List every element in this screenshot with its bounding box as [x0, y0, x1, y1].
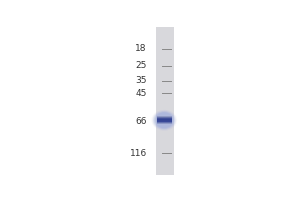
Bar	[156, 27, 173, 175]
Bar	[157, 118, 172, 119]
Ellipse shape	[155, 112, 173, 128]
Ellipse shape	[155, 112, 174, 128]
Text: 116: 116	[130, 149, 147, 158]
Bar	[157, 120, 172, 121]
Bar	[157, 117, 172, 118]
Bar	[157, 118, 172, 119]
Bar	[157, 119, 172, 120]
Text: 45: 45	[135, 89, 147, 98]
Bar	[157, 116, 172, 117]
Text: 66: 66	[135, 117, 147, 126]
Bar	[157, 122, 172, 123]
Bar	[157, 116, 172, 117]
Ellipse shape	[153, 111, 175, 129]
Text: 18: 18	[135, 44, 147, 53]
Bar	[157, 121, 172, 122]
Ellipse shape	[155, 112, 173, 128]
Ellipse shape	[154, 112, 175, 129]
Ellipse shape	[154, 112, 174, 128]
Ellipse shape	[154, 112, 174, 129]
Bar	[157, 121, 172, 122]
Ellipse shape	[153, 111, 175, 129]
Bar	[157, 123, 172, 124]
Text: 35: 35	[135, 76, 147, 85]
Bar	[157, 123, 172, 124]
Ellipse shape	[154, 111, 175, 129]
Bar	[157, 119, 172, 120]
Bar	[157, 122, 172, 123]
Ellipse shape	[154, 112, 174, 129]
Ellipse shape	[153, 111, 176, 130]
Ellipse shape	[155, 113, 173, 128]
Text: 25: 25	[135, 61, 147, 70]
